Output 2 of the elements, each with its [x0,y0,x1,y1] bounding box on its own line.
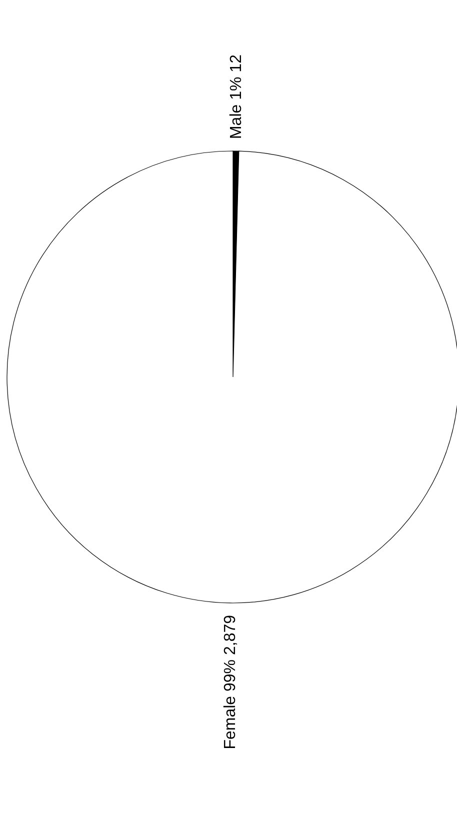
slice-label: Male 1% 12 [228,54,246,140]
slice-label: Female 99% 2,879 [222,614,239,750]
